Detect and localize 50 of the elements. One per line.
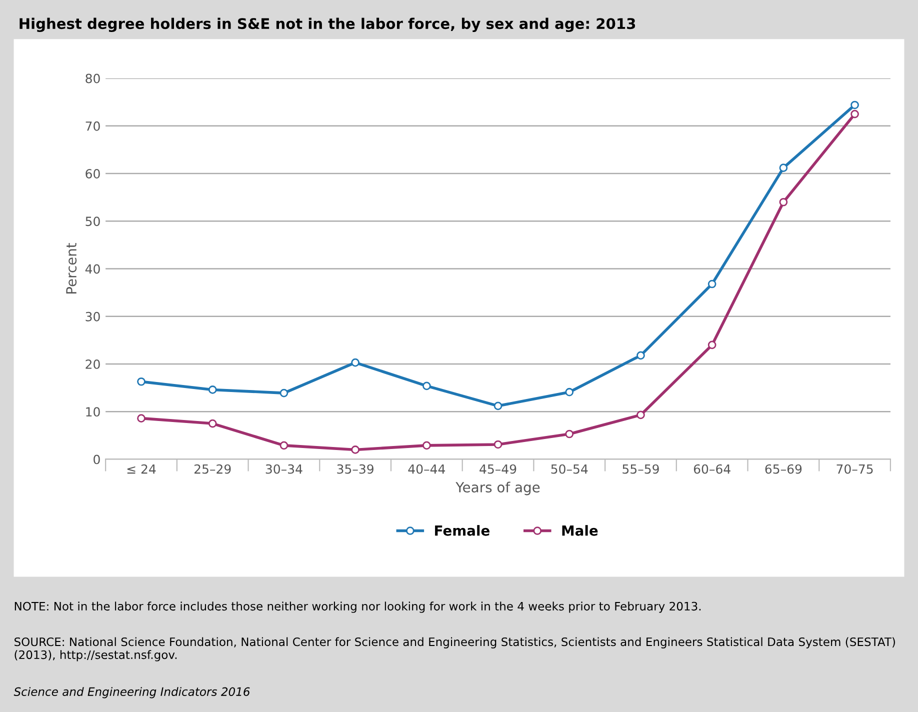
point <box>708 340 716 350</box>
point <box>280 441 288 450</box>
y-tick-label: 20 <box>86 359 100 369</box>
x-tick-label: 25–29 <box>194 464 231 474</box>
point <box>779 198 788 206</box>
point <box>565 430 574 438</box>
x-tick-label: 35–39 <box>337 464 374 474</box>
y-tick-label: 70 <box>86 121 100 131</box>
source-note: SOURCE: National Science Foundation, National Center for Science and Engineering Statistics, Scientists and Engineers Statistical Data System (SESTAT) (2013), http://sestat.nsf.gov. <box>14 637 895 662</box>
x-tick-label: 55–59 <box>622 464 659 474</box>
text: Science and Engineering Indicators 2016 <box>14 687 250 698</box>
x-tick-label: 70–75 <box>836 464 873 474</box>
legend-label: Female <box>435 525 490 536</box>
x-tick-label: 65–69 <box>765 464 802 474</box>
y-tick-label: 60 <box>86 169 100 178</box>
chart-title: Highest degree holders in S&E not in the labor force, by sex and age: 2013 <box>20 18 636 32</box>
point <box>137 377 146 386</box>
y-tick-label: 50 <box>86 216 100 226</box>
point <box>351 358 360 367</box>
point <box>636 351 645 360</box>
x-tick-label: 60–64 <box>694 464 730 474</box>
point <box>565 388 574 396</box>
y-tick-label: 0 <box>94 454 100 464</box>
x-tick-label: 40–44 <box>408 464 445 474</box>
point <box>850 100 859 110</box>
y-tick-label: 80 <box>86 74 100 84</box>
point <box>137 414 146 422</box>
point <box>280 388 288 398</box>
point <box>850 110 859 118</box>
x-axis-title: Years of age <box>456 482 540 496</box>
point <box>351 446 360 454</box>
point <box>708 280 716 288</box>
legend-label: Male <box>562 525 598 536</box>
x-tick-label: 30–34 <box>266 464 302 474</box>
y-tick-label: 40 <box>85 264 100 274</box>
point <box>494 402 502 410</box>
y-tick-label: 30 <box>86 312 100 322</box>
point <box>208 386 217 394</box>
point <box>208 419 217 428</box>
point <box>422 382 431 390</box>
point <box>422 441 431 450</box>
y-tick-label: 10 <box>86 407 100 417</box>
point <box>779 164 788 172</box>
x-tick-label: 45–49 <box>480 464 516 474</box>
point <box>636 410 645 420</box>
text: NOTE: Not in the labor force includes those neither working nor looking for work in the 4 weeks prior to February 2013. <box>14 602 701 613</box>
y-axis-title: Percent <box>66 242 77 294</box>
x-tick-label: 50–54 <box>551 464 588 474</box>
x-tick-label: ≤ 24 <box>127 464 156 474</box>
point <box>494 440 502 449</box>
